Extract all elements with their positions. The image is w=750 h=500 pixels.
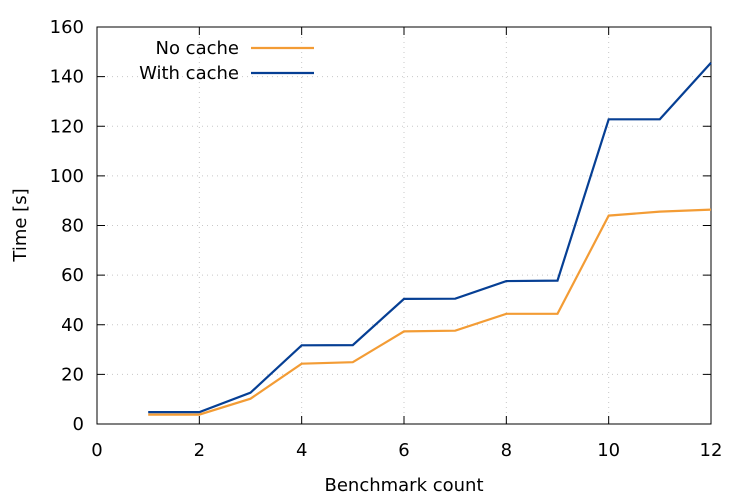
y-tick-label: 60 [61, 265, 84, 286]
y-tick-label: 20 [61, 364, 84, 385]
y-tick-label: 80 [61, 216, 84, 237]
series-group [148, 61, 712, 416]
y-tick-label: 120 [50, 116, 84, 137]
legend-label: No cache [155, 38, 239, 59]
x-tick-label: 2 [194, 440, 205, 461]
axis-ticks: 0 20 40 60 80 100 120 140 160 0 2 4 6 8 10 12 [50, 17, 723, 461]
legend: No cache With cache [139, 38, 314, 84]
x-tick-label: 0 [91, 440, 102, 461]
y-tick-label: 100 [50, 166, 84, 187]
y-tick-label: 40 [61, 315, 84, 336]
plot-frame [96, 26, 712, 425]
x-tick-label: 4 [296, 440, 307, 461]
x-tick-label: 10 [597, 440, 620, 461]
y-tick-label: 0 [73, 414, 84, 435]
series-line-with-cache [148, 61, 712, 414]
series-line-no-cache [148, 208, 712, 416]
y-axis-title: Time [s] [10, 188, 31, 262]
x-tick-label: 12 [700, 440, 723, 461]
y-tick-label: 160 [50, 17, 84, 38]
grid [97, 27, 711, 424]
x-tick-label: 6 [398, 440, 409, 461]
x-axis-title: Benchmark count [324, 475, 483, 496]
y-tick-label: 140 [50, 67, 84, 88]
legend-label: With cache [139, 63, 239, 84]
x-tick-label: 8 [501, 440, 512, 461]
